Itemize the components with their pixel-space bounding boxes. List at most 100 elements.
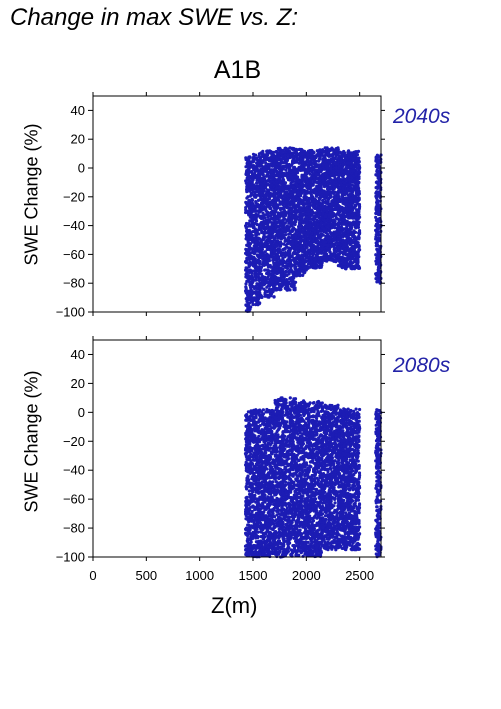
data-point (252, 166, 256, 170)
data-point (250, 289, 254, 293)
data-point (291, 281, 295, 285)
data-point (338, 150, 342, 154)
data-point (309, 180, 313, 184)
data-point (311, 172, 316, 176)
data-point (255, 286, 259, 290)
data-point (282, 233, 286, 237)
data-point (263, 155, 267, 159)
data-point (325, 163, 329, 167)
data-point (284, 168, 288, 172)
data-point (274, 202, 278, 206)
data-point (284, 200, 288, 204)
data-point (278, 185, 282, 189)
data-point (266, 268, 270, 272)
data-point (289, 269, 293, 273)
data-point (273, 255, 277, 259)
data-point (246, 209, 250, 213)
data-point (286, 258, 290, 262)
data-point (244, 268, 248, 272)
data-point (255, 230, 259, 234)
data-point (332, 245, 336, 249)
data-point (273, 159, 277, 163)
data-point (253, 242, 258, 247)
data-point (294, 274, 299, 278)
data-point (288, 276, 292, 280)
data-point (287, 188, 291, 192)
data-point (305, 185, 309, 189)
data-point (326, 196, 330, 200)
data-point (327, 247, 332, 251)
data-point (266, 265, 270, 269)
data-point (313, 187, 317, 191)
data-point (328, 230, 332, 235)
data-point (308, 176, 313, 180)
data-point (322, 167, 326, 171)
data-point (260, 286, 264, 290)
data-point (314, 159, 318, 163)
data-point (252, 185, 256, 189)
data-point (286, 153, 290, 157)
data-point (316, 225, 320, 229)
data-point (245, 243, 249, 247)
data-point (244, 157, 248, 162)
data-point (317, 148, 322, 152)
data-point (316, 208, 320, 212)
data-point (250, 217, 254, 221)
data-point (326, 243, 330, 247)
data-point (259, 265, 264, 269)
data-point (247, 264, 252, 268)
data-point (298, 272, 302, 276)
data-point (288, 178, 292, 182)
data-point (264, 289, 268, 293)
data-point (287, 216, 291, 220)
data-point (283, 239, 287, 243)
data-points (244, 146, 383, 313)
data-point (331, 148, 335, 152)
data-point (270, 255, 274, 259)
data-point (245, 228, 249, 232)
data-point (244, 181, 248, 185)
data-point (250, 255, 254, 259)
data-point (324, 205, 328, 209)
data-point (253, 227, 257, 231)
figure-title: Change in max SWE vs. Z: (10, 4, 299, 31)
data-point (273, 283, 277, 287)
data-point (263, 241, 267, 246)
data-point (277, 189, 281, 193)
data-point (259, 240, 263, 244)
data-point (331, 199, 335, 203)
data-point (267, 178, 271, 182)
data-point (274, 242, 278, 246)
data-point (290, 263, 294, 267)
data-point (285, 266, 289, 270)
data-point (244, 206, 248, 210)
data-point (247, 199, 251, 203)
data-point (288, 165, 292, 169)
data-point (296, 179, 300, 183)
data-point (317, 196, 321, 200)
data-point (298, 237, 302, 241)
panel-label-2080s: 2080s (393, 354, 451, 377)
data-point (286, 237, 290, 241)
data-point (247, 270, 251, 274)
data-point (291, 147, 295, 151)
data-point (276, 287, 280, 291)
data-point (272, 194, 277, 198)
data-point (283, 146, 287, 150)
data-point (305, 265, 309, 269)
data-point (305, 252, 309, 256)
data-point (318, 236, 322, 240)
data-point (267, 293, 271, 297)
data-point (276, 251, 280, 255)
data-point (308, 203, 312, 207)
data-point (259, 277, 264, 281)
data-point (332, 152, 336, 156)
data-point (259, 185, 263, 189)
data-point (256, 162, 260, 167)
data-point (297, 233, 301, 237)
data-point (315, 184, 319, 188)
data-point (245, 190, 249, 194)
data-point (249, 251, 253, 255)
data-point (249, 224, 253, 228)
